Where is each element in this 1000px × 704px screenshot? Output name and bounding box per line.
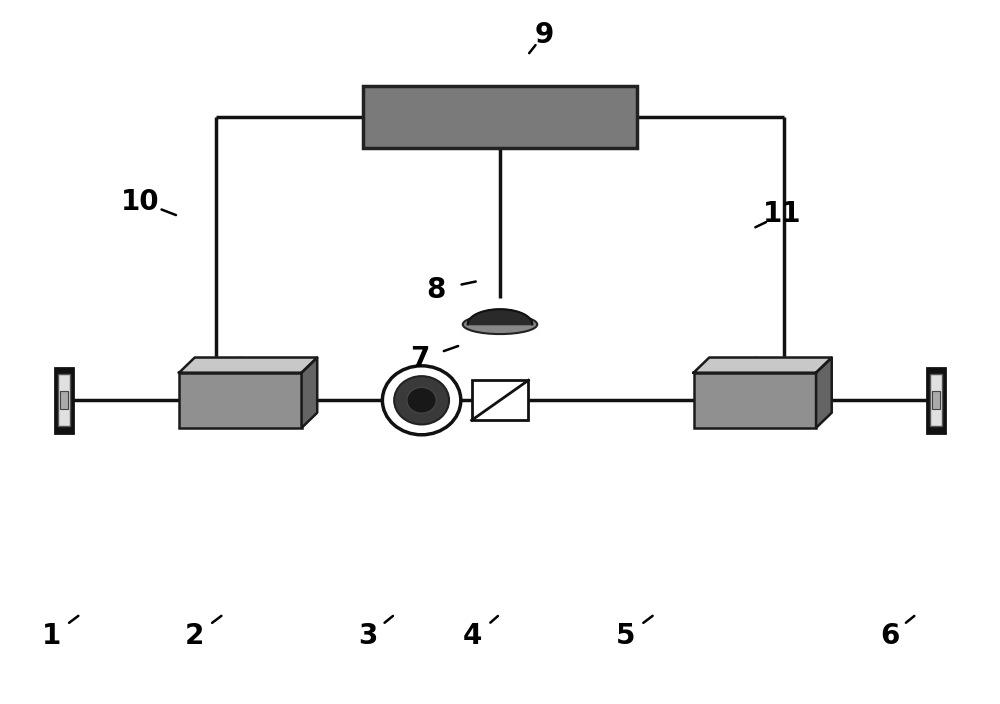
Bar	[694, 372, 816, 428]
Bar	[55, 367, 73, 433]
Text: 5: 5	[616, 622, 635, 650]
Bar	[58, 375, 70, 426]
Text: 10: 10	[121, 187, 160, 215]
Bar	[60, 391, 68, 409]
Text: 1: 1	[42, 622, 61, 650]
Bar	[363, 87, 637, 149]
Text: 3: 3	[358, 622, 377, 650]
Bar	[927, 367, 945, 433]
Bar	[179, 372, 302, 428]
Ellipse shape	[394, 376, 449, 425]
Text: 11: 11	[763, 200, 801, 228]
Text: 7: 7	[410, 345, 429, 373]
Polygon shape	[694, 358, 832, 372]
Polygon shape	[302, 358, 317, 428]
Text: 8: 8	[427, 276, 446, 304]
Text: 6: 6	[880, 622, 900, 650]
Polygon shape	[816, 358, 832, 428]
Bar	[472, 380, 528, 420]
Bar	[932, 391, 940, 409]
Ellipse shape	[382, 366, 461, 435]
Polygon shape	[468, 309, 532, 325]
Polygon shape	[179, 358, 317, 372]
Text: 4: 4	[463, 622, 482, 650]
Ellipse shape	[463, 315, 537, 334]
Text: 9: 9	[534, 20, 554, 49]
Text: 2: 2	[185, 622, 204, 650]
Bar	[930, 375, 942, 426]
Ellipse shape	[407, 387, 436, 413]
